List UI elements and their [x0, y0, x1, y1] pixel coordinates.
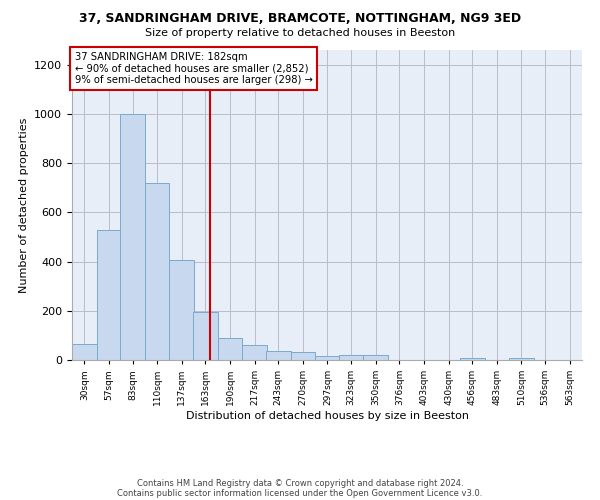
Text: 37, SANDRINGHAM DRIVE, BRAMCOTE, NOTTINGHAM, NG9 3ED: 37, SANDRINGHAM DRIVE, BRAMCOTE, NOTTING… — [79, 12, 521, 26]
Bar — [460, 358, 485, 360]
Text: Contains HM Land Registry data © Crown copyright and database right 2024.: Contains HM Land Registry data © Crown c… — [137, 478, 463, 488]
Bar — [169, 260, 194, 360]
Bar — [72, 344, 97, 360]
Bar — [315, 356, 340, 360]
Bar — [218, 338, 242, 360]
Bar — [364, 355, 388, 360]
Text: 37 SANDRINGHAM DRIVE: 182sqm
← 90% of detached houses are smaller (2,852)
9% of : 37 SANDRINGHAM DRIVE: 182sqm ← 90% of de… — [74, 52, 313, 84]
Bar — [509, 358, 534, 360]
Bar — [266, 351, 290, 360]
Bar — [339, 355, 364, 360]
Text: Contains public sector information licensed under the Open Government Licence v3: Contains public sector information licen… — [118, 488, 482, 498]
Bar — [97, 230, 121, 360]
Bar — [193, 312, 218, 360]
Bar — [145, 184, 169, 360]
Bar — [120, 114, 145, 360]
X-axis label: Distribution of detached houses by size in Beeston: Distribution of detached houses by size … — [185, 411, 469, 421]
Text: Size of property relative to detached houses in Beeston: Size of property relative to detached ho… — [145, 28, 455, 38]
Bar — [242, 345, 267, 360]
Bar — [290, 352, 315, 360]
Y-axis label: Number of detached properties: Number of detached properties — [19, 118, 29, 292]
